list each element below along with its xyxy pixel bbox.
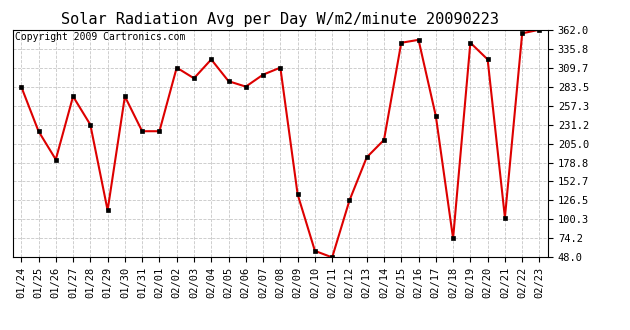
Text: Copyright 2009 Cartronics.com: Copyright 2009 Cartronics.com — [15, 32, 186, 42]
Title: Solar Radiation Avg per Day W/m2/minute 20090223: Solar Radiation Avg per Day W/m2/minute … — [61, 12, 500, 27]
